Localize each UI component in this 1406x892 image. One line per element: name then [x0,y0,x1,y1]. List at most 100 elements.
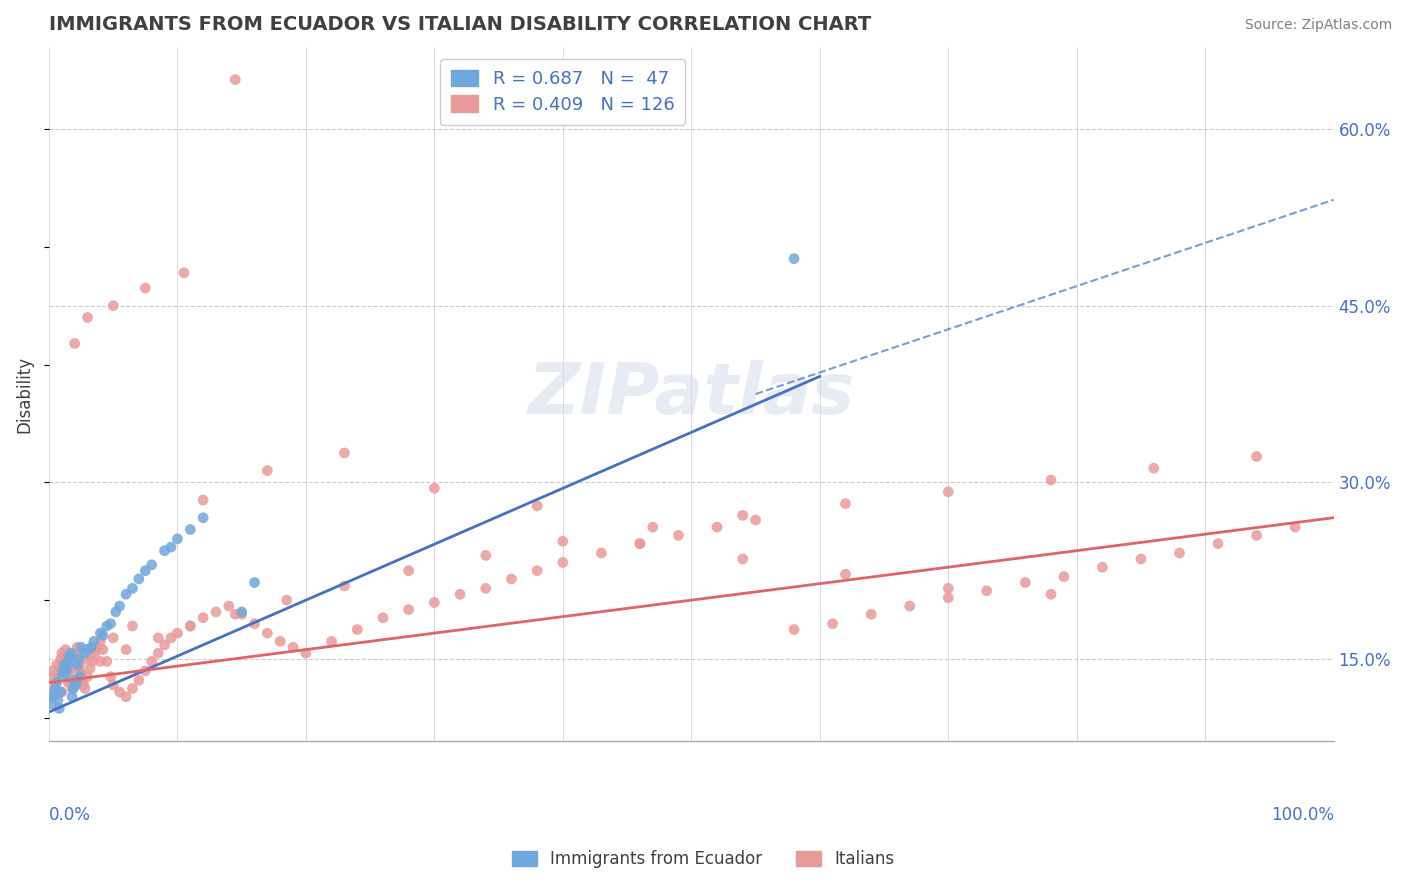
Point [256,626,278,640]
Point [42,687,65,701]
Point [48,701,70,715]
Point [108,599,131,613]
Point [63,673,86,688]
Point [67,649,90,664]
Point [69,670,91,684]
Y-axis label: Disability: Disability [15,356,32,433]
Point [73,681,96,696]
Point [936,484,959,499]
Point [100,616,122,631]
Point [128,572,150,586]
Point [70,666,93,681]
Point [121,619,143,633]
Point [58,649,80,664]
Point [641,520,664,534]
Point [65,646,87,660]
Point [224,72,246,87]
Point [91,642,114,657]
Point [243,575,266,590]
Point [49,652,72,666]
Point [51,670,73,684]
Point [860,607,883,622]
Point [63,654,86,668]
Point [346,623,368,637]
Point [83,642,105,657]
Text: Source: ZipAtlas.com: Source: ZipAtlas.com [1244,18,1392,32]
Point [52,664,75,678]
Point [42,690,65,704]
Point [1040,587,1063,601]
Point [60,681,83,696]
Point [44,675,66,690]
Point [41,670,63,684]
Point [103,631,125,645]
Point [70,640,93,655]
Point [1284,520,1306,534]
Point [59,646,82,660]
Point [84,646,107,660]
Legend: Immigrants from Ecuador, Italians: Immigrants from Ecuador, Italians [505,844,901,875]
Point [501,572,523,586]
Text: ZIPatlas: ZIPatlas [527,359,855,428]
Point [45,675,67,690]
Point [66,640,89,655]
Point [449,587,471,601]
Text: 0.0%: 0.0% [49,806,91,824]
Point [160,540,183,554]
Point [706,520,728,534]
Point [224,607,246,622]
Point [44,681,66,696]
Point [115,587,138,601]
Point [41,697,63,711]
Point [62,661,84,675]
Text: 100.0%: 100.0% [1271,806,1334,824]
Point [115,690,138,704]
Point [42,681,65,696]
Point [783,623,806,637]
Point [53,657,76,672]
Point [834,567,856,582]
Point [83,634,105,648]
Point [76,642,98,657]
Point [73,646,96,660]
Point [146,646,169,660]
Point [115,642,138,657]
Point [49,685,72,699]
Point [103,678,125,692]
Point [65,678,87,692]
Point [56,657,79,672]
Point [76,670,98,684]
Point [1053,569,1076,583]
Point [52,654,75,668]
Point [87,640,110,655]
Point [60,690,83,704]
Point [134,564,156,578]
Point [191,493,214,508]
Point [160,631,183,645]
Point [100,670,122,684]
Point [591,546,613,560]
Point [76,310,98,325]
Point [79,661,101,675]
Point [936,591,959,605]
Point [731,508,754,523]
Point [936,582,959,596]
Point [1091,560,1114,574]
Point [205,605,228,619]
Text: IMMIGRANTS FROM ECUADOR VS ITALIAN DISABILITY CORRELATION CHART: IMMIGRANTS FROM ECUADOR VS ITALIAN DISAB… [49,15,872,34]
Point [59,675,82,690]
Point [56,661,79,675]
Point [398,602,420,616]
Point [91,628,114,642]
Point [551,534,574,549]
Point [46,666,69,681]
Point [333,446,356,460]
Point [48,661,70,675]
Point [89,654,111,668]
Point [96,654,118,668]
Point [243,616,266,631]
Point [108,685,131,699]
Point [141,558,163,572]
Point [1014,575,1036,590]
Point [526,499,548,513]
